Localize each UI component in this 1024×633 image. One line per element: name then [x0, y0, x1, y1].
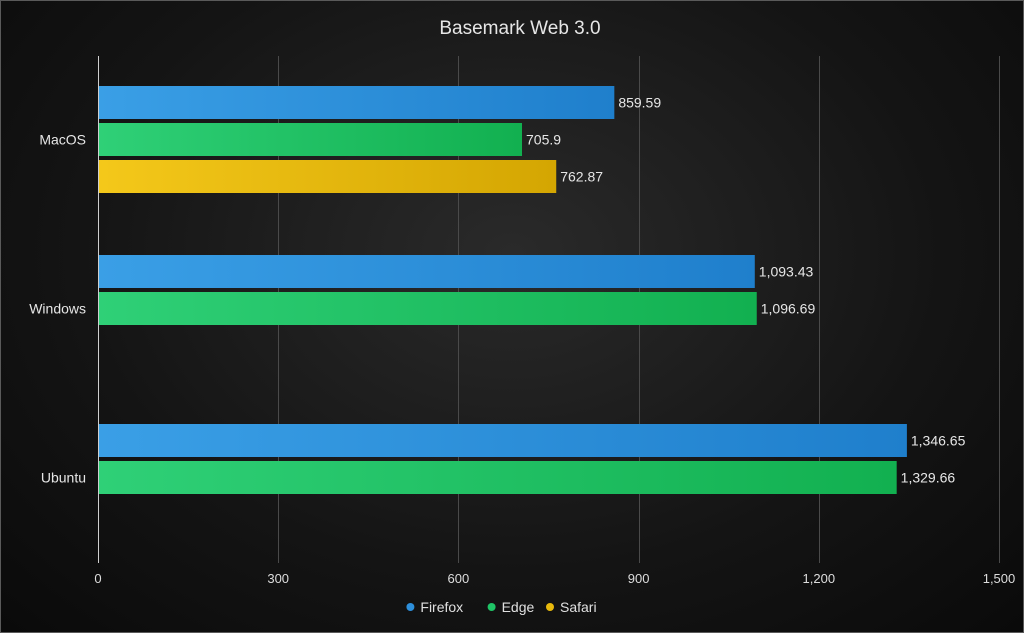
category-labels: MacOS Windows Ubuntu: [29, 132, 86, 486]
bar-edge: [99, 292, 757, 325]
x-tick-label: 300: [267, 571, 289, 586]
bars: 859.59 705.9 762.87 1,093.43 1,096.69 1,346.6…: [99, 86, 966, 494]
bar-edge: [99, 123, 523, 156]
category-label: MacOS: [39, 132, 86, 148]
data-label: 1,096.69: [761, 301, 816, 317]
bar-firefox: [99, 424, 907, 457]
x-tick-label: 900: [628, 571, 650, 586]
data-label: 1,329.66: [901, 470, 956, 486]
data-label: 1,093.43: [759, 264, 814, 280]
legend-marker: [487, 603, 496, 611]
bar-firefox: [99, 86, 615, 119]
data-label: 859.59: [618, 95, 661, 111]
legend-marker: [546, 603, 554, 611]
x-tick-label: 0: [94, 571, 101, 586]
category-label: Ubuntu: [41, 470, 86, 486]
data-label: 1,346.65: [911, 433, 966, 449]
legend-marker: [406, 603, 415, 611]
bar-firefox: [99, 255, 755, 288]
legend-label: Safari: [560, 599, 597, 615]
x-tick-label: 600: [448, 571, 470, 586]
chart-title: Basemark Web 3.0: [439, 18, 600, 39]
data-label: 705.9: [526, 132, 561, 148]
category-label: Windows: [29, 301, 86, 317]
x-tick-label: 1,200: [803, 571, 836, 586]
legend: Firefox Edge Safari: [406, 599, 597, 615]
legend-label: Edge: [502, 599, 535, 615]
x-tick-label: 1,500: [983, 571, 1016, 586]
bar-safari: [99, 160, 557, 193]
x-tick-labels: 0 300 600 900 1,200 1,500: [94, 571, 1015, 586]
legend-label: Firefox: [420, 599, 463, 615]
bar-edge: [99, 461, 897, 494]
data-label: 762.87: [560, 169, 603, 185]
